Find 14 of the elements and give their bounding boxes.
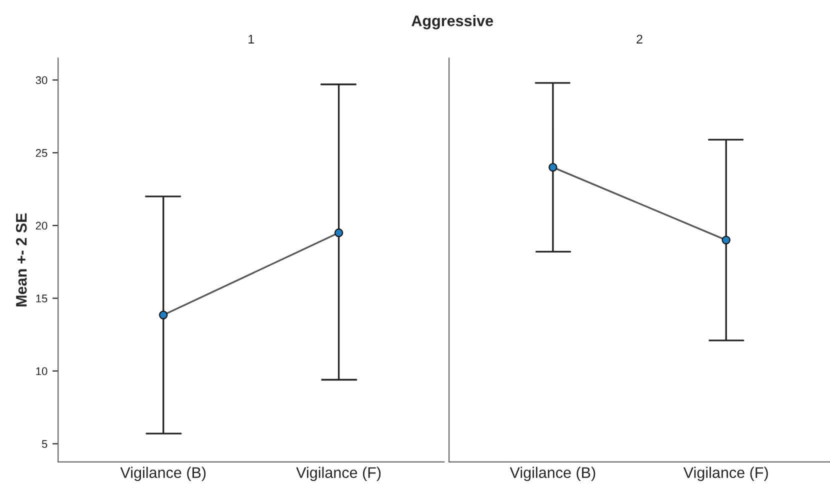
y-tick-label: 5 [42,440,48,448]
x-tick-label: Vigilance (B) [510,466,596,482]
chart-subtitle: 2 [636,34,642,44]
y-tick-label: 10 [36,367,48,376]
x-tick-label: Vigilance (F) [296,466,381,482]
y-tick-label: 20 [36,222,48,230]
y-tick-label: 30 [36,76,48,84]
chart-title: Aggressive [412,15,494,30]
y-tick-label: 15 [36,294,48,302]
chart-subtitle: 1 [248,34,254,44]
y-axis-title: Mean +- 2 SE [16,213,27,306]
x-tick-label: Vigilance (B) [120,466,206,482]
y-tick-label: 25 [36,149,48,157]
x-tick-label: Vigilance (F) [683,466,768,482]
